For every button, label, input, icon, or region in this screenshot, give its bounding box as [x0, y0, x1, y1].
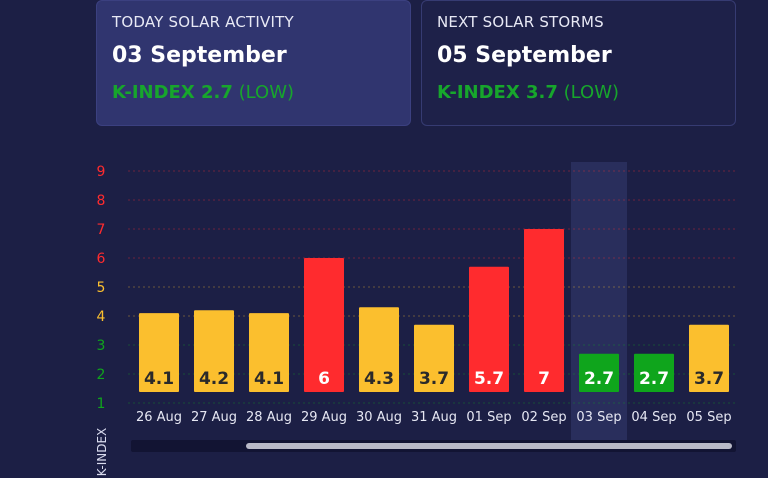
today-k-index: K-INDEX 2.7 [112, 82, 233, 103]
bar-value-label: 7 [538, 369, 550, 389]
y-tick-label: 2 [97, 367, 106, 383]
y-tick-label: 5 [97, 280, 106, 296]
next-label: NEXT SOLAR STORMS [437, 13, 604, 31]
bar-04-sep [634, 353, 674, 392]
x-tick-label: 02 Sep [521, 410, 566, 425]
x-tick-label: 30 Aug [356, 410, 402, 425]
x-tick-label: 28 Aug [246, 410, 292, 425]
bar-value-label: 4.3 [364, 369, 394, 389]
y-tick-label: 3 [97, 338, 106, 354]
highlight-column [571, 162, 627, 440]
x-tick-label: 27 Aug [191, 410, 237, 425]
today-date: 03 September [112, 43, 287, 68]
bar-value-label: 5.7 [474, 369, 504, 389]
next-storm-card: NEXT SOLAR STORMS 05 September K-INDEX 3… [421, 0, 736, 126]
bar-value-label: 3.7 [419, 369, 449, 389]
y-tick-label: 7 [97, 222, 106, 238]
today-solar-card: TODAY SOLAR ACTIVITY 03 September K-INDE… [96, 0, 411, 126]
bar-02-sep [524, 229, 564, 392]
bar-30-aug [359, 307, 399, 392]
bar-value-label: 3.7 [694, 369, 724, 389]
y-tick-label: 4 [97, 309, 106, 325]
bar-value-label: 2.7 [639, 369, 669, 389]
today-label: TODAY SOLAR ACTIVITY [112, 13, 294, 31]
x-tick-label: 01 Sep [466, 410, 511, 425]
next-date: 05 September [437, 43, 612, 68]
bar-value-label: 4.1 [144, 369, 174, 389]
bar-value-label: 4.1 [254, 369, 284, 389]
x-tick-label: 31 Aug [411, 410, 457, 425]
y-axis-label: K-INDEX [95, 428, 109, 477]
today-level: (LOW) [238, 82, 295, 103]
bar-03-sep [579, 353, 619, 392]
scrollbar-thumb[interactable] [246, 443, 732, 449]
y-tick-label: 8 [97, 193, 106, 209]
bar-26-aug [139, 313, 179, 392]
bar-31-aug [414, 324, 454, 392]
next-k-index-line: K-INDEX 3.7 (LOW) [437, 82, 720, 103]
y-tick-label: 9 [97, 164, 106, 180]
bar-01-sep [469, 266, 509, 392]
x-tick-label: 03 Sep [576, 410, 621, 425]
x-tick-label: 04 Sep [631, 410, 676, 425]
x-tick-label: 05 Sep [686, 410, 731, 425]
bar-value-label: 2.7 [584, 369, 614, 389]
bar-value-label: 6 [318, 369, 330, 389]
x-tick-label: 26 Aug [136, 410, 182, 425]
next-k-index: K-INDEX 3.7 [437, 82, 558, 103]
y-tick-label: 6 [97, 251, 106, 267]
today-k-index-line: K-INDEX 2.7 (LOW) [112, 82, 395, 103]
chart-scrollbar[interactable] [131, 440, 736, 452]
bar-value-label: 4.2 [199, 369, 229, 389]
bar-27-aug [194, 310, 234, 392]
bar-28-aug [249, 313, 289, 392]
x-tick-label: 29 Aug [301, 410, 347, 425]
bar-05-sep [689, 324, 729, 392]
y-tick-label: 1 [97, 396, 106, 412]
next-level: (LOW) [563, 82, 620, 103]
bar-29-aug [304, 258, 344, 392]
